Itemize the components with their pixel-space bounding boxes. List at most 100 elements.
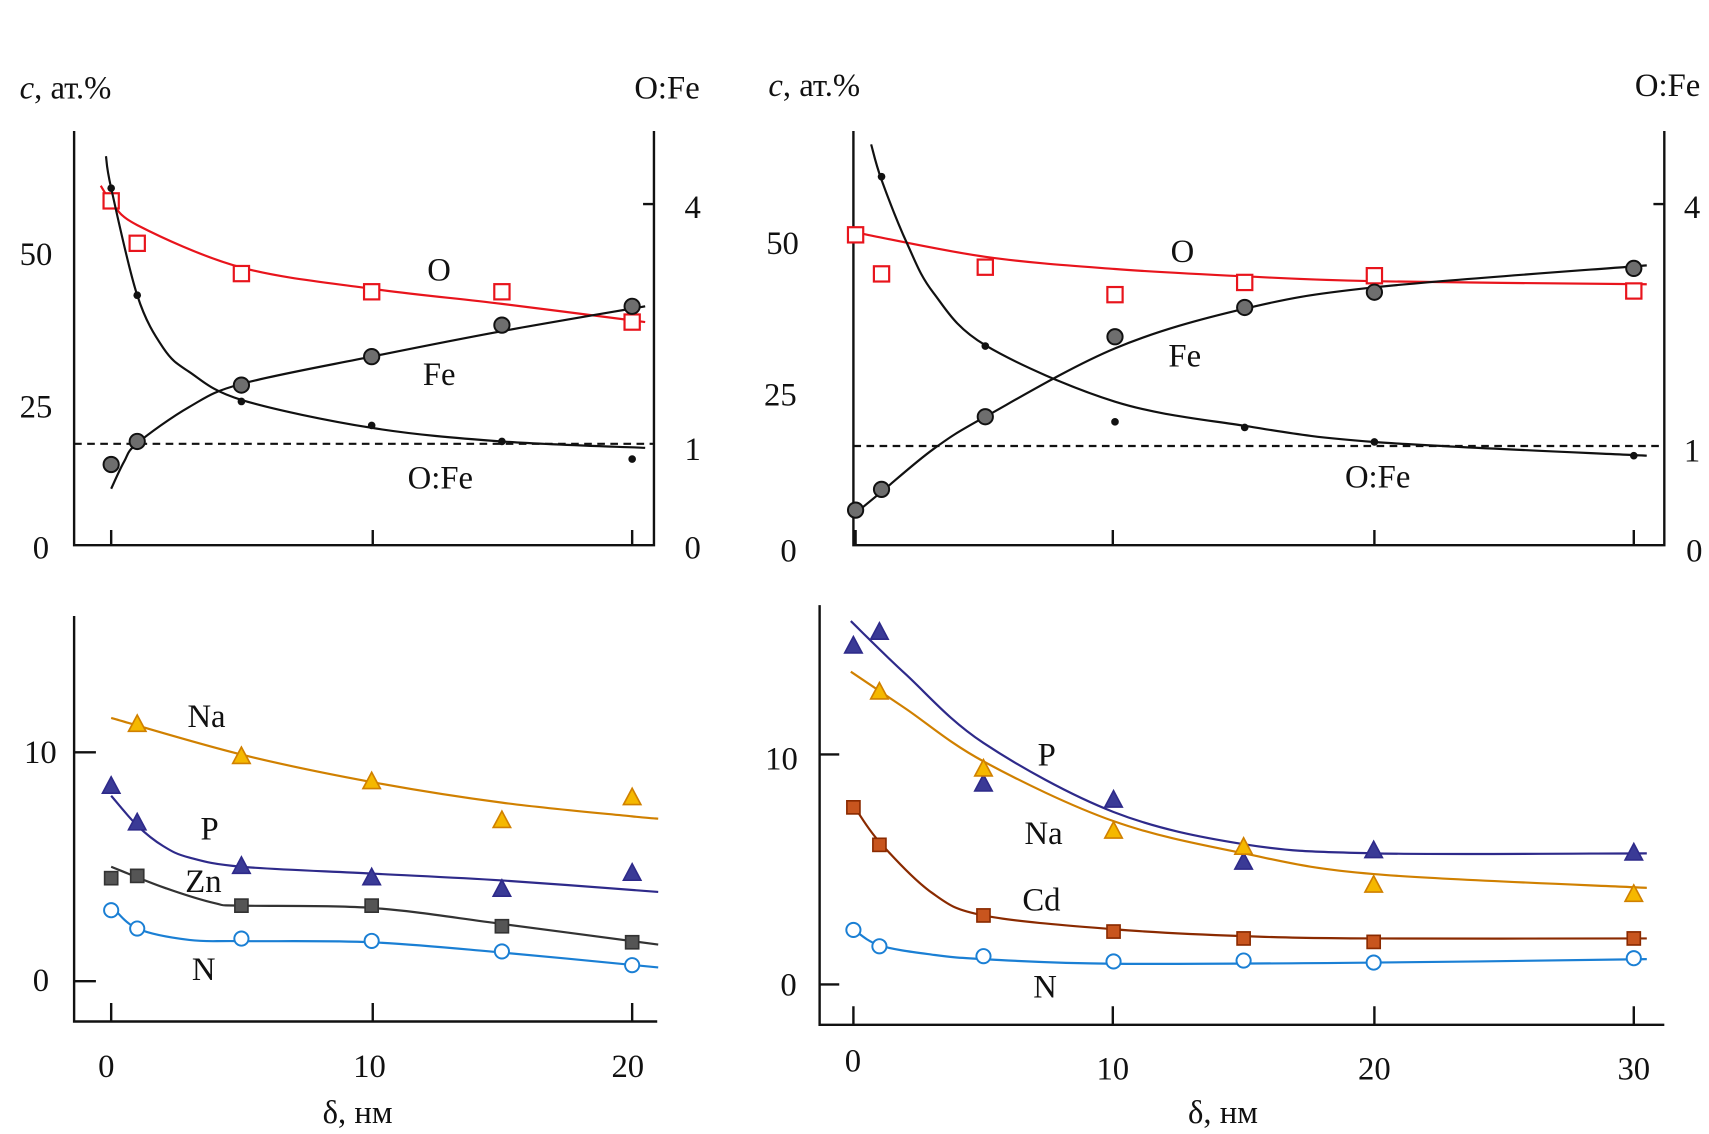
point-n bbox=[103, 902, 120, 919]
point-fe bbox=[128, 432, 146, 451]
tl-axes bbox=[72, 131, 656, 547]
point-fe bbox=[1365, 283, 1384, 301]
point-na bbox=[869, 680, 890, 700]
point-n bbox=[845, 921, 862, 939]
tick-label: 4 bbox=[1684, 190, 1700, 226]
point-o bbox=[846, 226, 865, 244]
curve-n bbox=[852, 928, 1647, 966]
point-p bbox=[1233, 851, 1254, 870]
point-p bbox=[361, 866, 382, 886]
tick-label: 0 bbox=[780, 534, 796, 570]
point-n bbox=[1235, 952, 1252, 969]
point-o bbox=[493, 283, 511, 301]
tick-label: 10 bbox=[765, 742, 798, 778]
point-na bbox=[231, 745, 252, 765]
tick-label: 10 bbox=[1096, 1051, 1129, 1087]
point-fe bbox=[493, 316, 511, 334]
point-n bbox=[1625, 950, 1642, 967]
point-n bbox=[1365, 954, 1382, 971]
tick-label: 10 bbox=[24, 735, 57, 771]
point-ofe bbox=[1370, 438, 1379, 446]
point-ofe bbox=[981, 342, 990, 350]
point-p bbox=[231, 855, 252, 875]
series-label-fe: Fe bbox=[1168, 338, 1201, 374]
series-label-cd: Cd bbox=[1022, 882, 1060, 918]
tick-label: 50 bbox=[766, 226, 799, 262]
series-label-na: Na bbox=[1025, 816, 1064, 852]
tick-label: 4 bbox=[684, 190, 700, 226]
point-o bbox=[1625, 282, 1643, 300]
point-n bbox=[871, 938, 888, 955]
series-label-p: P bbox=[201, 811, 219, 847]
point-p bbox=[869, 621, 890, 640]
point-o bbox=[102, 192, 120, 210]
point-cd bbox=[1106, 924, 1121, 939]
point-fe bbox=[1625, 259, 1643, 278]
curve-o bbox=[855, 231, 1647, 286]
point-n bbox=[493, 943, 510, 960]
tr-ylabel-right: O:Fe bbox=[1635, 68, 1700, 104]
series-label-n: N bbox=[192, 952, 216, 988]
point-ofe bbox=[107, 184, 115, 193]
point-cd bbox=[1366, 934, 1382, 950]
curve-zn bbox=[110, 865, 659, 946]
point-o bbox=[1235, 273, 1254, 292]
curve-fe bbox=[110, 305, 646, 490]
point-cd bbox=[976, 908, 991, 923]
tick-label: 0 bbox=[1686, 534, 1702, 570]
point-fe bbox=[623, 297, 641, 315]
point-ofe bbox=[367, 421, 376, 430]
curve-o bbox=[99, 185, 646, 324]
point-fe bbox=[102, 455, 120, 474]
tick-label: 25 bbox=[764, 378, 797, 414]
tr-ylabel-left: c, ат.% bbox=[768, 68, 860, 104]
br-axes bbox=[818, 605, 1665, 1026]
point-ofe bbox=[877, 172, 886, 181]
point-p bbox=[491, 878, 512, 897]
point-cd bbox=[872, 837, 887, 853]
point-na bbox=[361, 770, 382, 790]
point-n bbox=[129, 920, 146, 937]
tick-label: 0 bbox=[684, 530, 700, 566]
tick-label: 0 bbox=[33, 963, 49, 999]
point-ofe bbox=[237, 397, 246, 406]
point-o bbox=[128, 234, 146, 253]
tick-label: 1 bbox=[1684, 433, 1700, 469]
series-label-p: P bbox=[1038, 737, 1056, 773]
point-fe bbox=[1236, 298, 1254, 317]
series-label-na: Na bbox=[187, 699, 226, 735]
tr-ylabel-text: , ат.% bbox=[783, 68, 860, 104]
point-fe bbox=[232, 376, 251, 394]
tick-label: 0 bbox=[845, 1044, 861, 1080]
tl-ylabel-text: , ат.% bbox=[34, 70, 111, 106]
point-o bbox=[1365, 267, 1384, 285]
series-label-o: O bbox=[427, 252, 451, 288]
tl-ylabel-right: O:Fe bbox=[634, 70, 699, 106]
series-label-zn: Zn bbox=[185, 864, 221, 900]
point-cd bbox=[846, 800, 861, 815]
point-zn bbox=[234, 898, 249, 913]
curve-ofe bbox=[870, 144, 1647, 457]
point-na bbox=[1623, 883, 1644, 903]
point-na bbox=[1103, 819, 1124, 839]
tick-label: 0 bbox=[33, 530, 49, 566]
point-p bbox=[843, 634, 864, 654]
series-label-fe: Fe bbox=[423, 357, 456, 393]
point-fe bbox=[976, 408, 994, 426]
br-xlabel: δ, нм bbox=[1188, 1095, 1258, 1131]
curve-p bbox=[850, 620, 1647, 856]
axes bbox=[72, 131, 1666, 1026]
series-label-n: N bbox=[1033, 970, 1057, 1006]
tl-ylabel-left: c, ат.% bbox=[20, 70, 112, 106]
point-fe bbox=[363, 348, 381, 366]
tick-label: 20 bbox=[1358, 1051, 1391, 1087]
point-ofe bbox=[1240, 423, 1249, 432]
point-n bbox=[624, 957, 641, 974]
point-na bbox=[973, 757, 994, 777]
series-label-ofe: O:Fe bbox=[1345, 459, 1410, 495]
point-zn bbox=[129, 868, 145, 884]
point-p bbox=[622, 862, 643, 881]
point-n bbox=[233, 930, 250, 947]
point-na bbox=[1233, 836, 1254, 855]
